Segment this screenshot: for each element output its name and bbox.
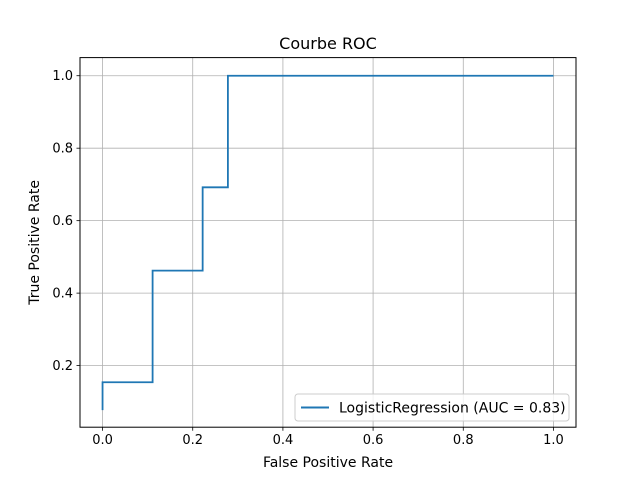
legend: LogisticRegression (AUC = 0.83) (294, 393, 570, 422)
y-tick-label: 0.4 (52, 287, 73, 302)
chart-title: Courbe ROC (279, 34, 377, 53)
roc-curve-line (101, 74, 554, 411)
x-axis-label: False Positive Rate (263, 455, 393, 471)
x-tick-label: 1.0 (543, 433, 564, 448)
x-axis-ticks: 0.0 0.2 0.4 0.6 0.8 1.0 (92, 427, 564, 448)
legend-label: LogisticRegression (AUC = 0.83) (339, 401, 566, 417)
y-tick-label: 0.8 (52, 142, 73, 157)
y-tick-label: 1.0 (52, 69, 73, 84)
y-axis-ticks: 0.2 0.4 0.6 0.8 1.0 (52, 69, 80, 374)
y-axis-label: True Positive Rate (27, 180, 43, 306)
plot-frame (79, 57, 577, 428)
x-tick-label: 0.0 (92, 433, 113, 448)
y-tick-label: 0.2 (52, 359, 73, 374)
y-tick-label: 0.6 (52, 214, 73, 229)
legend-box (294, 393, 570, 422)
x-tick-label: 0.2 (182, 433, 203, 448)
x-tick-label: 0.4 (273, 433, 294, 448)
x-tick-label: 0.6 (363, 433, 384, 448)
x-tick-label: 0.8 (453, 433, 474, 448)
series-layer (101, 74, 554, 411)
